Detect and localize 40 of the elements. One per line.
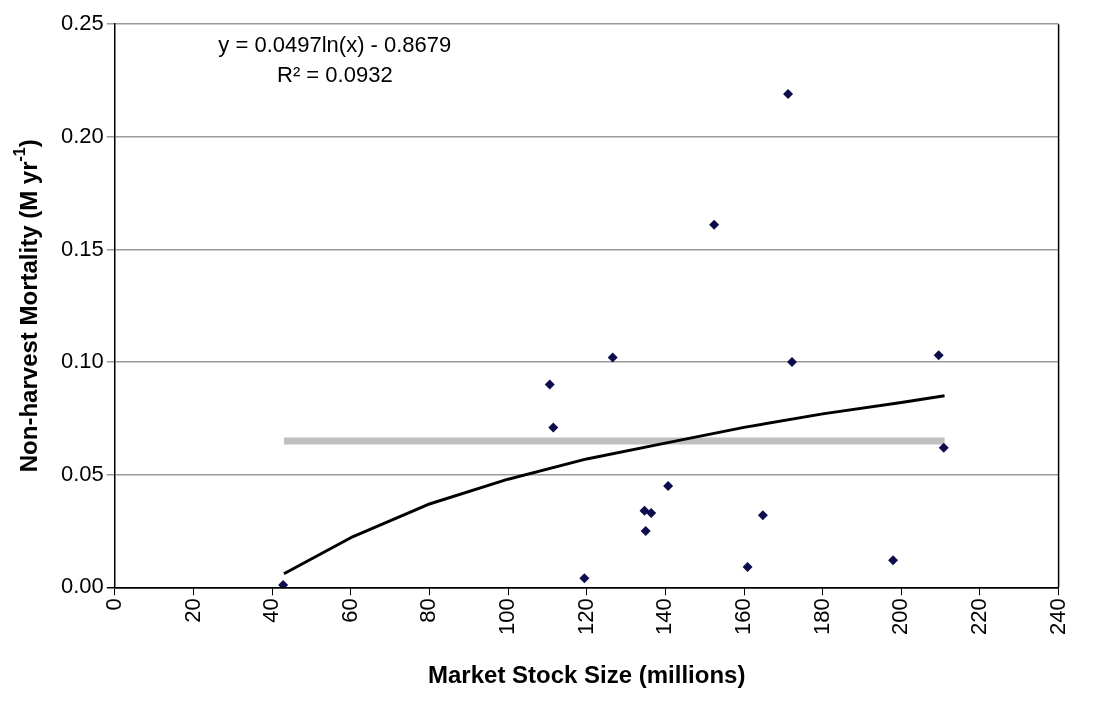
point: [579, 573, 590, 584]
point: [757, 510, 768, 521]
x-tick-label: 0: [100, 598, 126, 611]
y-tick-label: 0.25: [60, 10, 104, 36]
point: [709, 219, 720, 230]
point: [640, 525, 651, 536]
point: [663, 480, 674, 491]
x-tick-label: 240: [1044, 598, 1070, 636]
y-axis-title: Non-harvest Mortality (M yr-1): [10, 139, 42, 473]
y-tick-label: 0.20: [60, 122, 104, 148]
y-tick-label: 0.00: [60, 573, 104, 599]
x-tick-label: 60: [336, 598, 362, 623]
y-tick-label: 0.10: [60, 348, 104, 374]
y-tick-label: 0.15: [60, 235, 104, 261]
x-tick-label: 160: [730, 598, 756, 636]
point: [639, 505, 650, 516]
point: [938, 442, 949, 453]
x-tick-label: 100: [494, 598, 520, 636]
point: [933, 350, 944, 361]
point: [783, 89, 794, 100]
x-tick-label: 80: [415, 598, 441, 623]
y-tick-label: 0.05: [60, 460, 104, 486]
x-tick-label: 220: [966, 598, 992, 636]
x-tick-label: 140: [651, 598, 677, 636]
point: [646, 507, 657, 518]
x-axis-title: Market Stock Size (millions): [428, 660, 746, 688]
point: [786, 357, 797, 368]
x-tick-label: 20: [179, 598, 205, 623]
x-tick-label: 200: [887, 598, 913, 636]
x-tick-label: 180: [808, 598, 834, 636]
point: [544, 379, 555, 390]
annotation: y = 0.0497ln(x) - 0.8679: [218, 32, 452, 58]
x-tick-label: 120: [572, 598, 598, 636]
point: [278, 580, 289, 588]
point: [888, 555, 899, 566]
point: [607, 352, 618, 363]
x-tick-label: 40: [258, 598, 284, 623]
annotation: R² = 0.0932: [277, 62, 393, 88]
point: [548, 422, 559, 433]
point: [742, 562, 753, 573]
